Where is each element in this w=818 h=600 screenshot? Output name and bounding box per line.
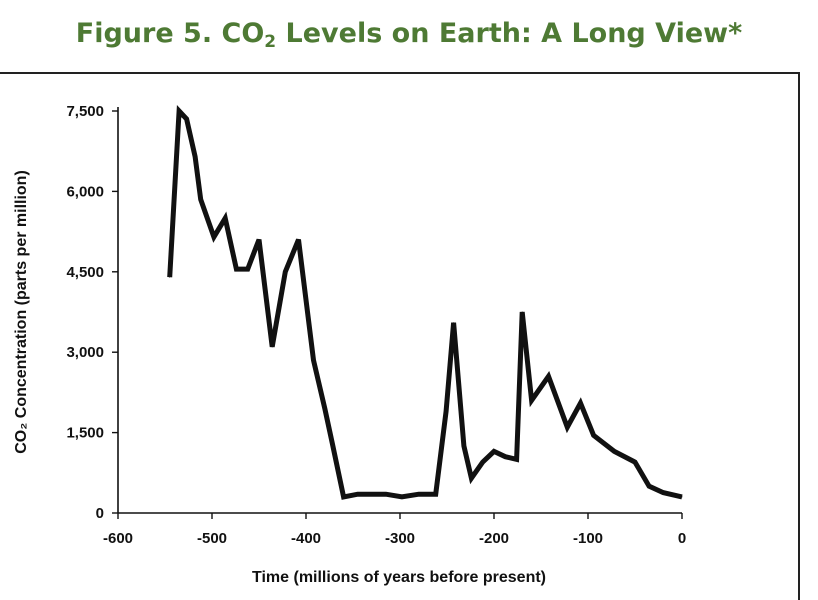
chart-axes: [117, 107, 682, 514]
x-tick-label: -400: [291, 530, 321, 547]
co2-data-point: [324, 407, 326, 409]
y-tick-label: 0: [96, 505, 104, 522]
chart-series: [167, 105, 683, 500]
co2-data-point: [648, 485, 650, 487]
co2-data-point: [504, 456, 506, 458]
co2-data-point: [331, 442, 333, 444]
co2-data-point: [531, 399, 533, 401]
co2-series-line: [167, 105, 683, 500]
x-tick-label: -200: [479, 530, 509, 547]
figure-title-rest: Levels on Earth: A Long View*: [276, 18, 743, 49]
x-tick-label: -600: [103, 530, 133, 547]
co2-data-point: [613, 450, 615, 452]
co2-data-point: [401, 496, 403, 498]
co2-data-point: [200, 198, 202, 200]
figure-frame: [0, 72, 800, 600]
co2-data-point: [169, 276, 171, 278]
co2-data-point: [385, 493, 387, 495]
co2-data-point: [566, 426, 568, 428]
co2-data-point: [343, 496, 345, 498]
co2-data-point: [297, 239, 299, 241]
co2-data-point: [548, 375, 550, 377]
figure-title-main: Figure 5. CO: [75, 18, 265, 49]
figure-title-subscript: 2: [264, 32, 277, 52]
co2-data-point: [194, 156, 196, 158]
y-tick-label: 1,500: [66, 425, 104, 442]
co2-data-point: [493, 450, 495, 452]
y-tick-label: 6,000: [66, 183, 104, 200]
co2-data-point: [681, 496, 683, 498]
co2-data-point: [313, 359, 315, 361]
co2-data-point: [224, 217, 226, 219]
co2-data-point: [178, 110, 180, 112]
co2-data-point: [435, 493, 437, 495]
co2-data-point: [186, 118, 188, 120]
co2-data-point: [482, 461, 484, 463]
co2-data-point: [516, 458, 518, 460]
co2-data-point: [357, 493, 359, 495]
y-tick-label: 7,500: [66, 103, 104, 120]
co2-data-point: [418, 493, 420, 495]
x-tick-label: 0: [678, 530, 686, 547]
co2-data-point: [247, 268, 249, 270]
co2-data-point: [634, 461, 636, 463]
co2-data-point: [593, 434, 595, 436]
x-axis-title: Time (millions of years before present): [252, 569, 546, 586]
y-tick-label: 3,000: [66, 344, 104, 361]
x-tick-label: -500: [197, 530, 227, 547]
co2-data-point: [235, 268, 237, 270]
x-tick-label: -100: [573, 530, 603, 547]
co2-data-point: [470, 477, 472, 479]
x-tick-label: -300: [385, 530, 415, 547]
co2-data-point: [453, 322, 455, 324]
co2-data-point: [368, 493, 370, 495]
co2-data-point: [271, 346, 273, 348]
co2-data-point: [284, 271, 286, 273]
co2-data-point: [579, 402, 581, 404]
co2-data-point: [213, 236, 215, 238]
y-tick-label: 4,500: [66, 264, 104, 281]
figure-title: Figure 5. CO2 Levels on Earth: A Long Vi…: [0, 18, 818, 52]
co2-data-point: [445, 410, 447, 412]
co2-data-point: [463, 445, 465, 447]
co2-data-point: [258, 239, 260, 241]
chart-ticks: -600 -500 -400 -300 -200 -100 0 0 1,500 3,000 4,50…: [66, 103, 686, 547]
co2-data-point: [521, 311, 523, 313]
co2-data-point: [662, 492, 664, 494]
y-axis-title: CO₂ Concentration (parts per million): [13, 170, 30, 454]
